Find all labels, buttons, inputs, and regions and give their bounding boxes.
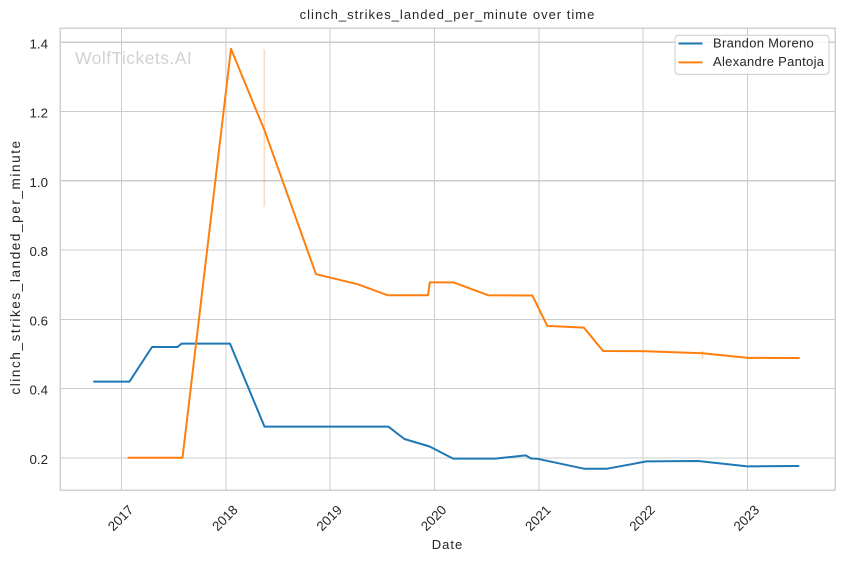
svg-text:0.2: 0.2 <box>30 452 49 467</box>
svg-text:1.0: 1.0 <box>30 175 49 190</box>
svg-text:clinch_strikes_landed_per_minu: clinch_strikes_landed_per_minute <box>8 139 23 394</box>
svg-text:Brandon Moreno: Brandon Moreno <box>713 35 814 50</box>
svg-text:0.6: 0.6 <box>30 314 49 329</box>
svg-text:Date: Date <box>432 537 463 552</box>
svg-text:0.4: 0.4 <box>30 383 49 398</box>
svg-text:clinch_strikes_landed_per_minu: clinch_strikes_landed_per_minute over ti… <box>300 7 596 22</box>
svg-text:0.8: 0.8 <box>30 244 49 259</box>
svg-text:1.2: 1.2 <box>30 106 49 121</box>
svg-text:WolfTickets.AI: WolfTickets.AI <box>75 48 192 68</box>
svg-text:Alexandre Pantoja: Alexandre Pantoja <box>713 54 825 69</box>
svg-text:1.4: 1.4 <box>30 36 49 51</box>
